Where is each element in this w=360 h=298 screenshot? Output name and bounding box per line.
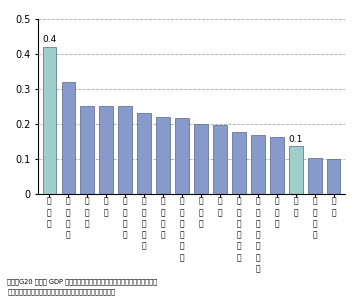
Text: イ: イ [123, 197, 127, 206]
Bar [289, 146, 302, 194]
Text: ン: ン [161, 219, 165, 228]
Text: 本: 本 [293, 208, 298, 217]
Bar [99, 106, 113, 194]
Text: カ: カ [142, 242, 147, 251]
Text: ス: ス [256, 219, 260, 228]
Bar [156, 117, 170, 194]
Text: ツ: ツ [47, 219, 52, 228]
Text: 米: 米 [331, 197, 336, 206]
Text: 中: 中 [104, 197, 109, 206]
Text: リ: リ [123, 219, 127, 228]
Text: ア: ア [123, 231, 127, 240]
Text: ブ: ブ [312, 197, 317, 206]
Text: ド: ド [274, 219, 279, 228]
Text: カ: カ [85, 197, 90, 206]
Text: ス: ス [161, 231, 165, 240]
Text: ー: ー [256, 208, 260, 217]
Bar [62, 82, 75, 194]
Bar [327, 159, 341, 194]
Bar [81, 106, 94, 194]
Text: オ: オ [256, 197, 260, 206]
Text: 0.4: 0.4 [42, 35, 57, 44]
Text: ア: ア [180, 253, 184, 262]
Text: 備考：G20 の名目 GDP 当たり輸出額。但し、産油国であるサウジアラビア: 備考：G20 の名目 GDP 当たり輸出額。但し、産油国であるサウジアラビア [7, 279, 157, 285]
Text: シ: シ [66, 219, 71, 228]
Text: ラ: ラ [256, 242, 260, 251]
Text: ダ: ダ [85, 219, 90, 228]
Text: 国: 国 [217, 208, 222, 217]
Text: イ: イ [274, 197, 279, 206]
Text: ゼ: ゼ [237, 219, 241, 228]
Text: 国: 国 [104, 208, 109, 217]
Text: ネ: ネ [180, 231, 184, 240]
Text: メ: メ [66, 197, 71, 206]
Bar [308, 158, 321, 194]
Text: リ: リ [142, 231, 147, 240]
Text: シ: シ [180, 242, 184, 251]
Bar [42, 47, 56, 194]
Bar [118, 106, 132, 194]
Text: コ: コ [199, 219, 203, 228]
Text: ナ: ナ [85, 208, 90, 217]
Text: ア: ア [256, 265, 260, 274]
Text: リ: リ [256, 253, 260, 262]
Text: は、極端に大きな数値となってしまうため除外した。: は、極端に大きな数値となってしまうため除外した。 [7, 288, 115, 295]
Text: 英: 英 [217, 197, 222, 206]
Bar [137, 113, 151, 194]
Text: イ: イ [180, 197, 184, 206]
Text: フ: フ [161, 197, 165, 206]
Text: ン: ン [237, 231, 241, 240]
Text: ル: ル [199, 208, 203, 217]
Text: タ: タ [123, 208, 127, 217]
Text: ト: ト [199, 197, 203, 206]
Bar [175, 119, 189, 194]
Text: ト: ト [256, 231, 260, 240]
Bar [232, 133, 246, 194]
Text: ア: ア [237, 197, 241, 206]
Text: 0.1: 0.1 [289, 135, 303, 144]
Bar [270, 137, 284, 194]
Text: フ: フ [142, 219, 147, 228]
Bar [213, 125, 227, 194]
Bar [194, 125, 208, 194]
Text: ラ: ラ [312, 208, 317, 217]
Text: ン: ン [237, 253, 241, 262]
Text: ド: ド [180, 219, 184, 228]
Text: ド: ド [47, 197, 52, 206]
Text: 国: 国 [331, 208, 336, 217]
Bar [251, 135, 265, 194]
Text: ル: ル [312, 231, 317, 240]
Text: ア: ア [142, 208, 147, 217]
Text: ル: ル [237, 208, 241, 217]
Text: チ: チ [237, 242, 241, 251]
Text: ジ: ジ [312, 219, 317, 228]
Text: イ: イ [47, 208, 52, 217]
Text: キ: キ [66, 208, 71, 217]
Text: 南: 南 [142, 197, 147, 206]
Text: ラ: ラ [161, 208, 165, 217]
Text: ン: ン [180, 208, 184, 217]
Text: ン: ン [274, 208, 279, 217]
Text: コ: コ [66, 231, 71, 240]
Text: 日: 日 [293, 197, 298, 206]
